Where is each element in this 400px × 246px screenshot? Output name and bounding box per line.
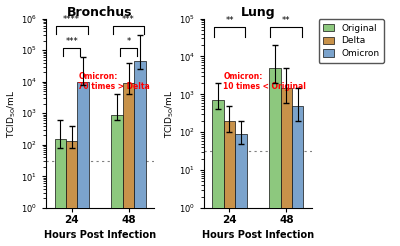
Text: **: **: [225, 16, 234, 25]
Bar: [292, 106, 304, 246]
Legend: Original, Delta, Omicron: Original, Delta, Omicron: [319, 19, 384, 62]
X-axis label: Hours Post Infection: Hours Post Infection: [202, 231, 314, 240]
Bar: [224, 121, 235, 246]
Bar: [112, 115, 123, 246]
Y-axis label: TCID$_{50}$/mL: TCID$_{50}$/mL: [164, 89, 176, 138]
Bar: [212, 100, 224, 246]
Bar: [269, 68, 281, 246]
Bar: [281, 88, 292, 246]
Title: Bronchus: Bronchus: [67, 6, 133, 18]
Text: ***: ***: [65, 37, 78, 46]
Text: *: *: [126, 37, 131, 46]
Bar: [54, 139, 66, 246]
Bar: [77, 82, 89, 246]
Y-axis label: TCID$_{50}$/mL: TCID$_{50}$/mL: [6, 89, 18, 138]
Bar: [66, 141, 77, 246]
Text: Omicron:
70 times > Delta: Omicron: 70 times > Delta: [78, 72, 150, 91]
Bar: [134, 61, 146, 246]
Bar: [235, 134, 246, 246]
Title: Lung: Lung: [241, 6, 275, 18]
Text: **: **: [282, 16, 291, 25]
Text: ***: ***: [122, 15, 135, 24]
X-axis label: Hours Post Infection: Hours Post Infection: [44, 231, 156, 240]
Text: Omicron:
10 times < Original: Omicron: 10 times < Original: [223, 72, 306, 91]
Bar: [123, 83, 134, 246]
Text: ****: ****: [63, 15, 80, 24]
